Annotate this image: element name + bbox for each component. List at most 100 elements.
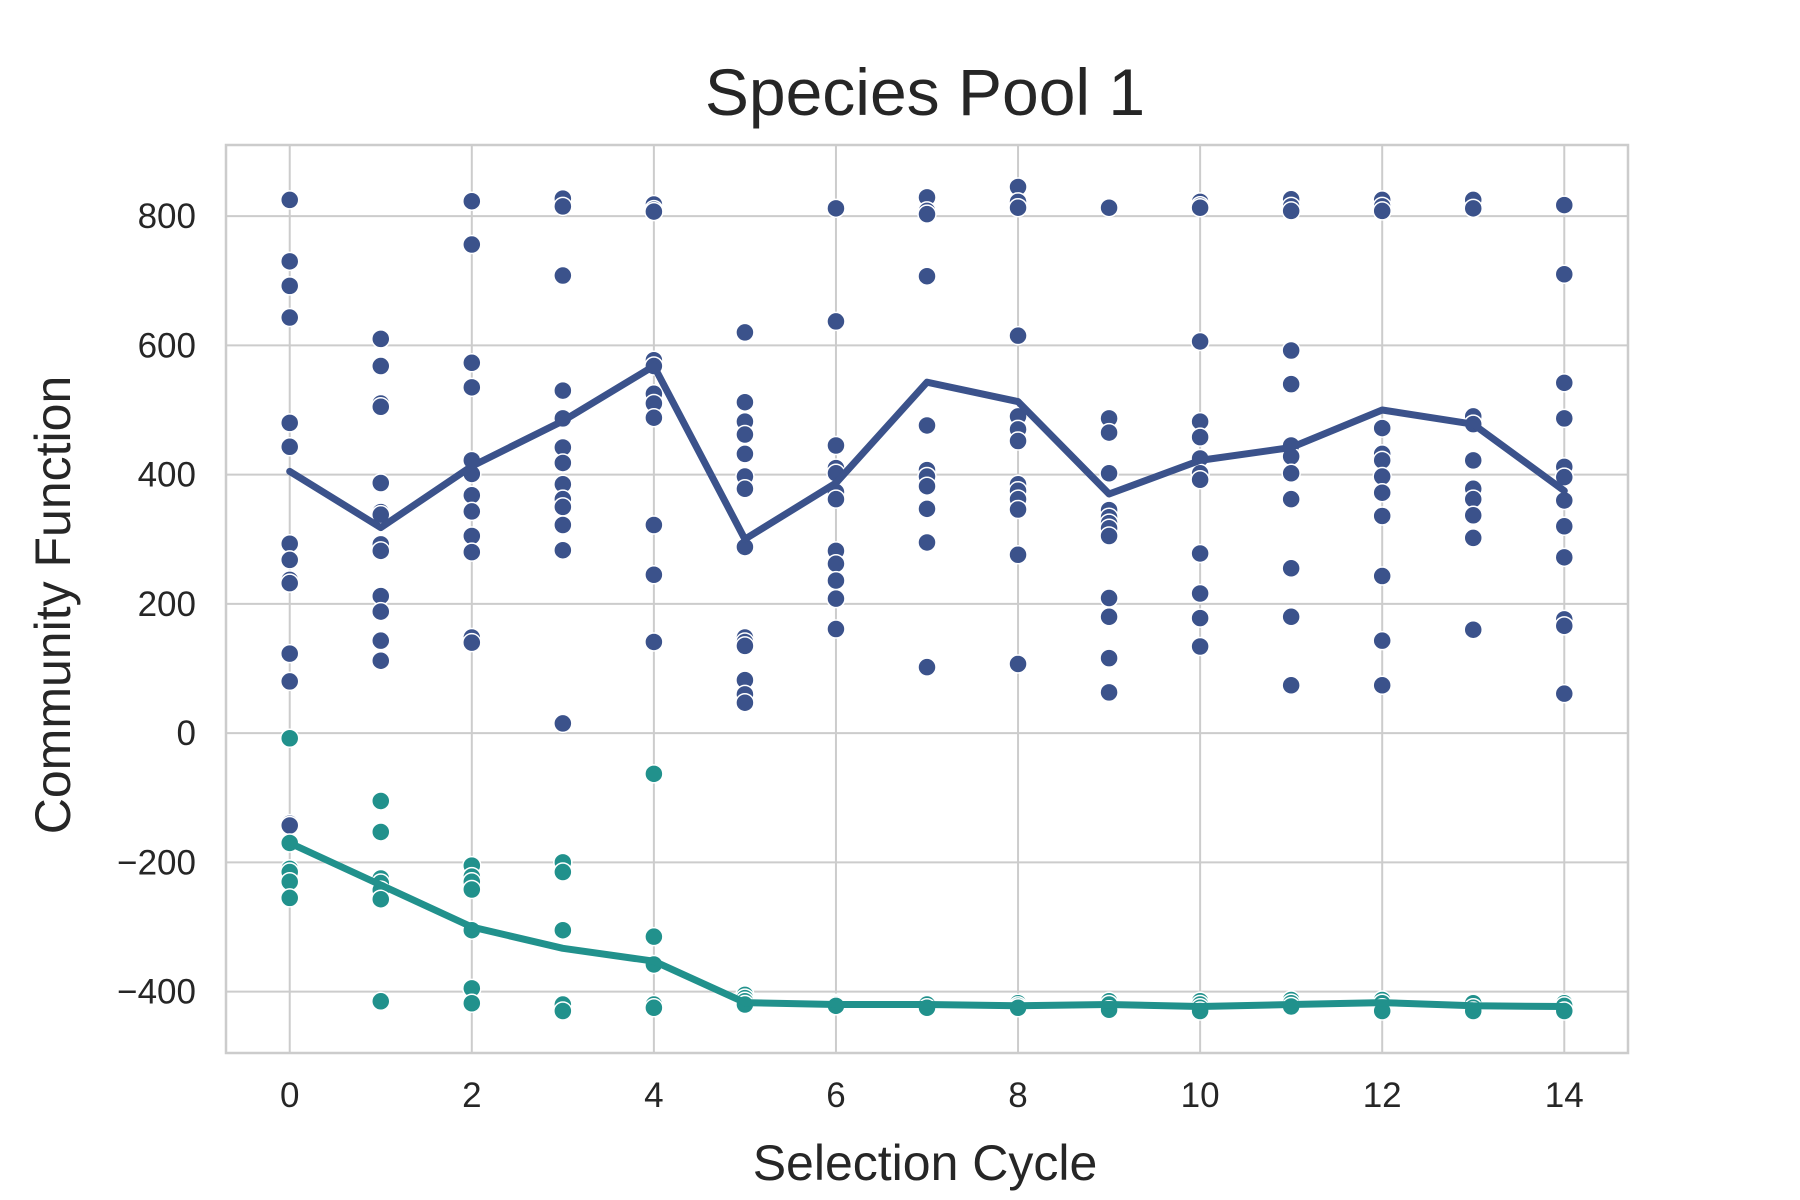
data-point: [371, 791, 391, 811]
data-point: [1463, 489, 1483, 509]
data-point: [735, 424, 755, 445]
data-point: [1190, 636, 1210, 657]
series-2: [279, 728, 1575, 1021]
data-point: [279, 815, 300, 836]
data-point: [371, 329, 391, 349]
data-point: [1281, 374, 1301, 394]
data-point: [279, 573, 300, 593]
data-point: [553, 713, 573, 734]
data-point: [1554, 683, 1575, 704]
data-point: [553, 453, 573, 473]
data-point: [462, 542, 482, 562]
data-point: [917, 657, 937, 677]
data-point: [644, 926, 664, 947]
data-point: [371, 541, 391, 561]
data-point: [917, 499, 937, 519]
data-point: [1008, 197, 1028, 218]
data-point: [735, 322, 755, 343]
data-point: [1190, 427, 1210, 447]
data-point: [1463, 505, 1483, 526]
data-point: [1008, 431, 1028, 451]
data-point: [371, 650, 391, 671]
plot-frame: [224, 143, 1630, 1055]
data-point: [462, 191, 482, 211]
data-point: [1372, 482, 1392, 503]
x-tick-labels: 0 2 4 6 8 10 12 14: [280, 1076, 1584, 1115]
data-point: [462, 879, 482, 900]
data-point: [371, 889, 391, 909]
x-tick-label: 8: [1008, 1076, 1027, 1115]
data-point: [462, 353, 482, 373]
data-point: [1372, 201, 1392, 221]
y-tick-label: 600: [138, 326, 196, 365]
data-point: [1554, 516, 1575, 537]
data-point: [1099, 682, 1119, 703]
data-point: [1281, 489, 1301, 509]
data-point: [917, 532, 937, 553]
data-point: [553, 265, 573, 286]
data-point: [279, 307, 300, 328]
data-point: [1281, 463, 1301, 484]
data-point: [1008, 499, 1028, 520]
data-point: [371, 630, 391, 651]
data-point: [1190, 470, 1210, 490]
data-point: [553, 920, 573, 940]
x-tick-label: 12: [1363, 1076, 1402, 1115]
data-point: [371, 396, 391, 417]
data-point: [1554, 195, 1575, 215]
data-point: [1554, 547, 1575, 568]
data-point: [1190, 543, 1210, 564]
data-point: [279, 728, 300, 749]
data-point: [279, 413, 300, 433]
data-point: [735, 479, 755, 499]
data-point: [826, 198, 846, 219]
mean-line: [286, 839, 1568, 1010]
data-point: [1372, 506, 1392, 526]
data-point: [735, 636, 755, 656]
data-point: [1099, 526, 1119, 546]
data-point: [279, 251, 300, 272]
y-tick-label: 800: [138, 197, 196, 236]
x-tick-label: 2: [462, 1076, 481, 1115]
data-point: [644, 515, 664, 535]
data-point: [1372, 675, 1392, 696]
data-point: [826, 619, 846, 639]
data-point: [1099, 422, 1119, 443]
data-point: [917, 476, 937, 496]
data-point: [917, 415, 937, 436]
data-point: [1372, 466, 1392, 487]
data-point: [1190, 583, 1210, 604]
data-point: [279, 533, 300, 554]
data-point: [1099, 588, 1119, 608]
data-point: [279, 671, 300, 692]
plot-series: [279, 177, 1575, 1021]
data-point: [1554, 264, 1575, 285]
data-point: [1008, 654, 1028, 674]
data-point: [735, 444, 755, 464]
data-point: [1281, 607, 1301, 627]
data-point: [279, 190, 300, 210]
data-point: [553, 540, 573, 560]
data-point: [1554, 467, 1575, 487]
data-point: [1281, 675, 1301, 696]
data-point: [644, 998, 664, 1018]
data-point: [1190, 197, 1210, 218]
data-point: [644, 201, 664, 222]
data-point: [1463, 198, 1483, 219]
data-point: [462, 526, 482, 546]
data-point: [644, 407, 664, 428]
data-point: [553, 196, 573, 217]
y-tick-label: 400: [138, 456, 196, 495]
data-point: [917, 204, 937, 224]
data-point: [371, 356, 391, 376]
data-point: [1099, 463, 1119, 484]
data-point: [1372, 566, 1392, 586]
y-axis-label: Community Function: [25, 376, 81, 835]
chart-title: Species Pool 1: [705, 55, 1145, 129]
data-point: [1554, 373, 1575, 393]
y-gridlines: [226, 215, 1628, 993]
data-point: [553, 497, 573, 517]
data-point: [553, 862, 573, 882]
data-point: [826, 554, 846, 574]
